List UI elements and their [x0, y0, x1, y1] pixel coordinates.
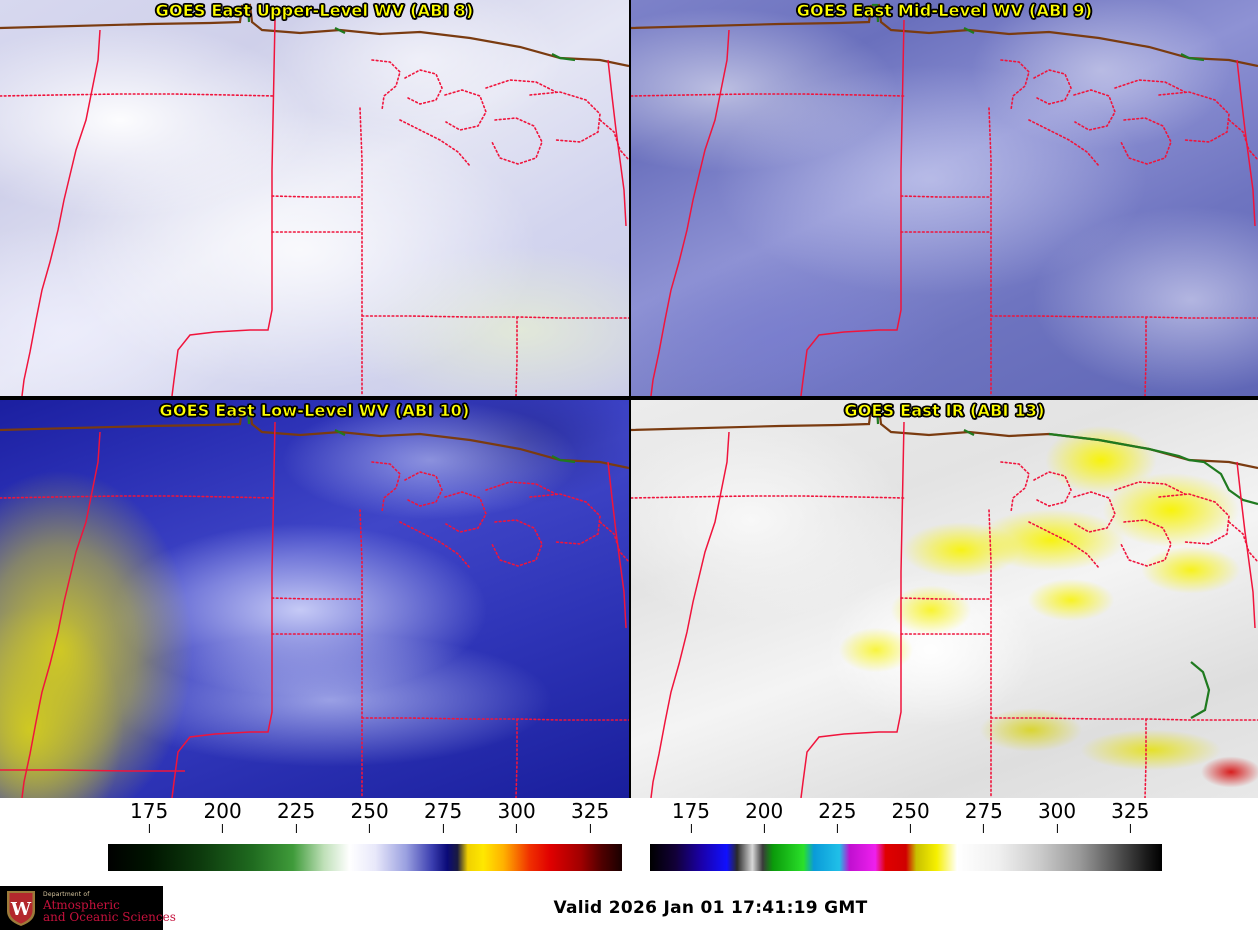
colorbar-tick-wv-5: 300	[498, 798, 536, 833]
colorbar-tick-wv-3: 250	[351, 798, 389, 833]
logo-line-2: and Oceanic Sciences	[43, 910, 176, 925]
panel-mid-wv[interactable]: GOES East Mid-Level WV (ABI 9)	[631, 0, 1258, 396]
colorbar-tick-ir-3: 250	[892, 798, 930, 833]
colorbar-tick-wv-4: 275	[424, 798, 462, 833]
colorbar-tick-ir-5: 300	[1038, 798, 1076, 833]
colorbar-tick-ir-0: 175	[672, 798, 710, 833]
uw-crest-icon: W	[7, 891, 35, 926]
colorbar-ticks-infrared: 175 200 225 250 275 300 325	[650, 798, 1162, 844]
colorbar-tick-ir-2: 225	[818, 798, 856, 833]
colorbar-tick-ir-6: 325	[1111, 798, 1149, 833]
colorbar-tick-ir-1: 200	[745, 798, 783, 833]
panel-low-wv[interactable]: GOES East Low-Level WV (ABI 10)	[0, 400, 629, 798]
legend-area: 175 200 225 250 275 300 325	[0, 798, 1258, 886]
geography-overlay-mid-wv	[631, 3, 1258, 396]
colorbar-tick-wv-2: 225	[277, 798, 315, 833]
satellite-image-mid-wv	[631, 0, 1258, 396]
uw-aos-logo: W Department of Atmospheric and Oceanic …	[0, 886, 176, 930]
geography-overlay-low-wv	[0, 405, 629, 798]
geography-overlay-upper-wv	[0, 3, 629, 396]
logo-line-1: Atmospheric	[43, 897, 120, 912]
geography-overlay-ir	[631, 405, 1258, 798]
colorbar-bar-infrared	[650, 844, 1162, 871]
panel-grid: GOES East Upper-Level WV (ABI 8) GOES	[0, 0, 1258, 798]
colorbar-group-infrared: 175 200 225 250 275 300 325	[650, 798, 1162, 886]
colorbar-bar-water-vapor	[108, 844, 622, 871]
colorbar-ticks-water-vapor: 175 200 225 250 275 300 325	[108, 798, 622, 844]
colorbar-tick-wv-6: 325	[571, 798, 609, 833]
satellite-image-upper-wv	[0, 0, 629, 396]
panel-ir[interactable]: GOES East IR (ABI 13)	[631, 400, 1258, 798]
valid-timestamp: Valid 2026 Jan 01 17:41:19 GMT	[553, 898, 868, 918]
colorbar-tick-ir-4: 275	[965, 798, 1003, 833]
colorbar-tick-wv-0: 175	[130, 798, 168, 833]
footer: W Department of Atmospheric and Oceanic …	[0, 886, 1258, 930]
panel-upper-wv[interactable]: GOES East Upper-Level WV (ABI 8)	[0, 0, 629, 396]
colorbar-group-water-vapor: 175 200 225 250 275 300 325	[108, 798, 622, 886]
logo-text-block: Department of Atmospheric and Oceanic Sc…	[43, 891, 176, 925]
logo-dept-label: Department of	[43, 891, 90, 899]
colorbar-tick-wv-1: 200	[204, 798, 242, 833]
svg-text:W: W	[10, 899, 32, 920]
